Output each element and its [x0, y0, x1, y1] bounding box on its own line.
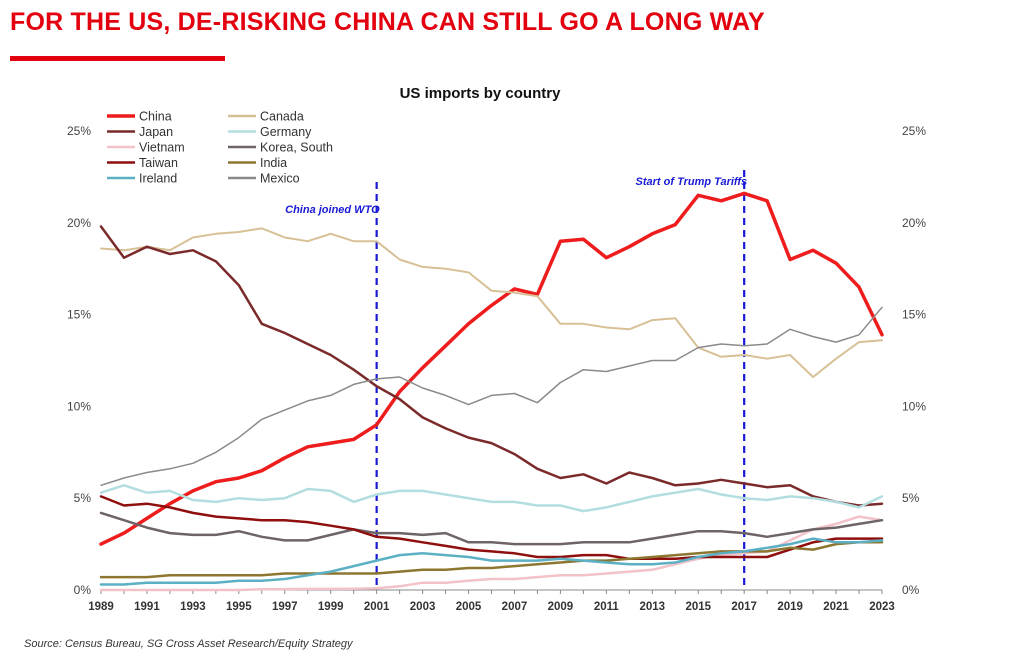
- x-tick-label: 2021: [823, 601, 849, 613]
- series-line-taiwan: [99, 495, 884, 561]
- legend: China Canada Japan Germany Vietnam Korea, Sou…: [107, 110, 333, 186]
- series-lines: [99, 191, 884, 592]
- legend-label: Germany: [260, 125, 312, 139]
- y-tick-label-right: 25%: [902, 124, 926, 138]
- x-tick-label: 2015: [685, 601, 711, 613]
- y-tick-label-left: 15%: [67, 308, 91, 322]
- y-tick-label-right: 10%: [902, 399, 926, 413]
- y-tick-label-right: 20%: [902, 216, 926, 230]
- chart-title: US imports by country: [400, 85, 562, 102]
- x-tick-label: 2017: [731, 601, 757, 613]
- legend-label: India: [260, 156, 287, 170]
- x-tick-label: 1991: [134, 601, 160, 613]
- y-tick-label-right: 0%: [902, 583, 920, 597]
- series-line-ireland: [99, 537, 884, 586]
- y-tick-label-right: 15%: [902, 308, 926, 322]
- x-tick-label: 2003: [410, 601, 436, 613]
- x-tick-label: 2001: [364, 601, 390, 613]
- legend-label: Mexico: [260, 172, 300, 186]
- x-tick-label: 1993: [180, 601, 206, 613]
- legend-label: Vietnam: [139, 141, 185, 155]
- x-tick-label: 1989: [88, 601, 114, 613]
- legend-label: Ireland: [139, 172, 177, 186]
- x-tick-label: 2013: [639, 601, 665, 613]
- x-tick-label: 1999: [318, 601, 344, 613]
- x-tick-label: 2011: [594, 601, 620, 613]
- y-tick-label-left: 20%: [67, 216, 91, 230]
- axes: 0% 0% 5% 5% 10% 10% 15% 15% 20% 20% 25% 25% 1989 1991…: [67, 124, 926, 613]
- source-note: Source: Census Bureau, SG Cross Asset Re…: [24, 638, 353, 650]
- legend-label: China: [139, 110, 172, 124]
- x-tick-label: 2005: [456, 601, 482, 613]
- y-tick-label-right: 5%: [902, 491, 920, 505]
- annotation-label: China joined WTO: [285, 204, 380, 216]
- series-line-korea-south: [99, 511, 884, 546]
- series-line-vietnam: [99, 515, 884, 592]
- annotation-label: Start of Trump Tariffs: [636, 176, 748, 188]
- x-tick-label: 2019: [777, 601, 803, 613]
- y-tick-label-left: 10%: [67, 399, 91, 413]
- y-tick-label-left: 25%: [67, 124, 91, 138]
- series-line-canada: [100, 227, 883, 378]
- x-tick-label: 2009: [548, 601, 574, 613]
- legend-label: Korea, South: [260, 141, 333, 155]
- series-line-germany: [99, 484, 884, 513]
- y-tick-label-left: 5%: [74, 491, 92, 505]
- x-tick-label: 1995: [226, 601, 252, 613]
- x-tick-label: 2007: [502, 601, 528, 613]
- legend-label: Canada: [260, 110, 304, 124]
- series-line-mexico: [100, 306, 883, 487]
- headline-underline: [10, 56, 225, 61]
- series-line-japan: [99, 225, 884, 507]
- legend-label: Japan: [139, 125, 173, 139]
- page-headline: FOR THE US, DE-RISKING CHINA CAN STILL G…: [10, 8, 765, 36]
- legend-label: Taiwan: [139, 156, 178, 170]
- series-line-china: [99, 191, 884, 546]
- x-tick-label: 2023: [869, 601, 895, 613]
- x-tick-label: 1997: [272, 601, 298, 613]
- annotations: China joined WTO Start of Trump Tariffs: [285, 170, 747, 590]
- y-tick-label-left: 0%: [74, 583, 92, 597]
